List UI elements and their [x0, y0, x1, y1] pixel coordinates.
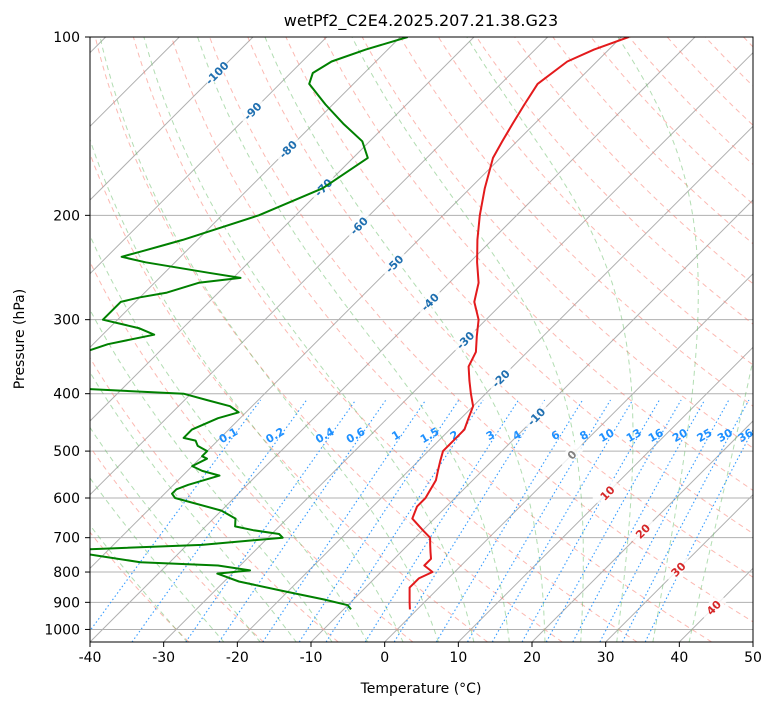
x-axis-label: Temperature (°C)	[360, 681, 482, 697]
x-tick-label: 20	[523, 650, 541, 666]
y-tick-label: 500	[53, 444, 80, 460]
chart-title: wetPf2_C2E4.2025.207.21.38.G23	[284, 11, 558, 31]
x-tick-label: 50	[744, 650, 762, 666]
y-tick-label: 600	[53, 491, 80, 507]
y-tick-label: 800	[53, 565, 80, 581]
x-tick-label: 30	[597, 650, 615, 666]
x-tick-label: -30	[152, 650, 175, 666]
x-tick-label: -40	[79, 650, 102, 666]
y-tick-label: 200	[53, 208, 80, 224]
y-axis-label: Pressure (hPa)	[12, 289, 28, 389]
y-tick-label: 100	[53, 30, 80, 46]
y-tick-label: 900	[53, 595, 80, 611]
y-tick-label: 400	[53, 387, 80, 403]
x-tick-label: 40	[670, 650, 688, 666]
x-tick-label: -20	[226, 650, 249, 666]
y-tick-label: 300	[53, 313, 80, 329]
x-tick-label: -10	[300, 650, 323, 666]
x-tick-label: 10	[449, 650, 467, 666]
y-tick-label: 700	[53, 531, 80, 547]
x-tick-label: 0	[380, 650, 389, 666]
y-tick-label: 1000	[44, 622, 80, 638]
